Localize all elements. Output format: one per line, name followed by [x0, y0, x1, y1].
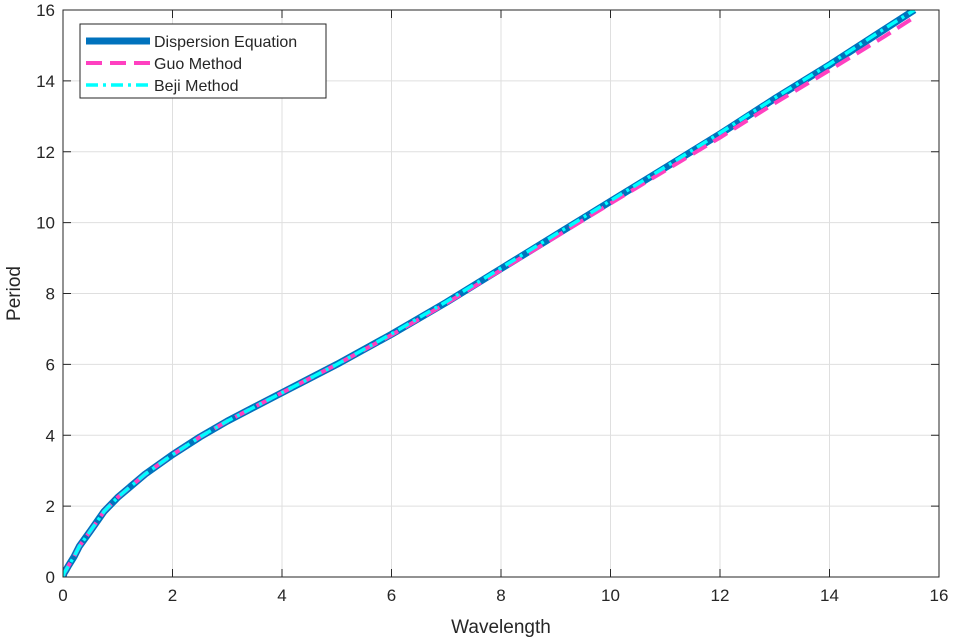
- x-tick-label: 12: [711, 586, 730, 605]
- series-layer: [63, 10, 917, 577]
- x-axis-label: Wavelength: [451, 617, 551, 638]
- x-tick-label: 8: [496, 586, 505, 605]
- x-tick-label: 0: [58, 586, 67, 605]
- x-tick-label: 4: [277, 586, 286, 605]
- series-line-2: [63, 10, 916, 577]
- legend: Dispersion Equation Guo Method Beji Method: [79, 23, 327, 99]
- legend-label-2: Beji Method: [154, 78, 239, 95]
- y-tick-label: 6: [46, 355, 55, 374]
- x-tick-label: 16: [930, 586, 949, 605]
- y-tick-label: 0: [46, 568, 55, 587]
- y-tick-label: 16: [36, 1, 55, 20]
- y-tick-label: 2: [46, 497, 55, 516]
- y-axis-label: Period: [4, 266, 25, 321]
- legend-label-1: Guo Method: [154, 56, 242, 73]
- y-tick-label: 4: [46, 426, 55, 445]
- x-tick-label: 14: [820, 586, 839, 605]
- y-tick-label: 12: [36, 143, 55, 162]
- y-tick-label: 14: [36, 72, 55, 91]
- axis-ticks: 0 2 4 6 8 10 12 14 16 0 2 4 6 8 10 12 14 16: [36, 1, 948, 605]
- x-tick-label: 10: [601, 586, 620, 605]
- y-tick-label: 10: [36, 214, 55, 233]
- legend-label-0: Dispersion Equation: [154, 34, 297, 51]
- x-tick-label: 6: [387, 586, 396, 605]
- y-tick-label: 8: [46, 285, 55, 304]
- x-tick-label: 2: [168, 586, 177, 605]
